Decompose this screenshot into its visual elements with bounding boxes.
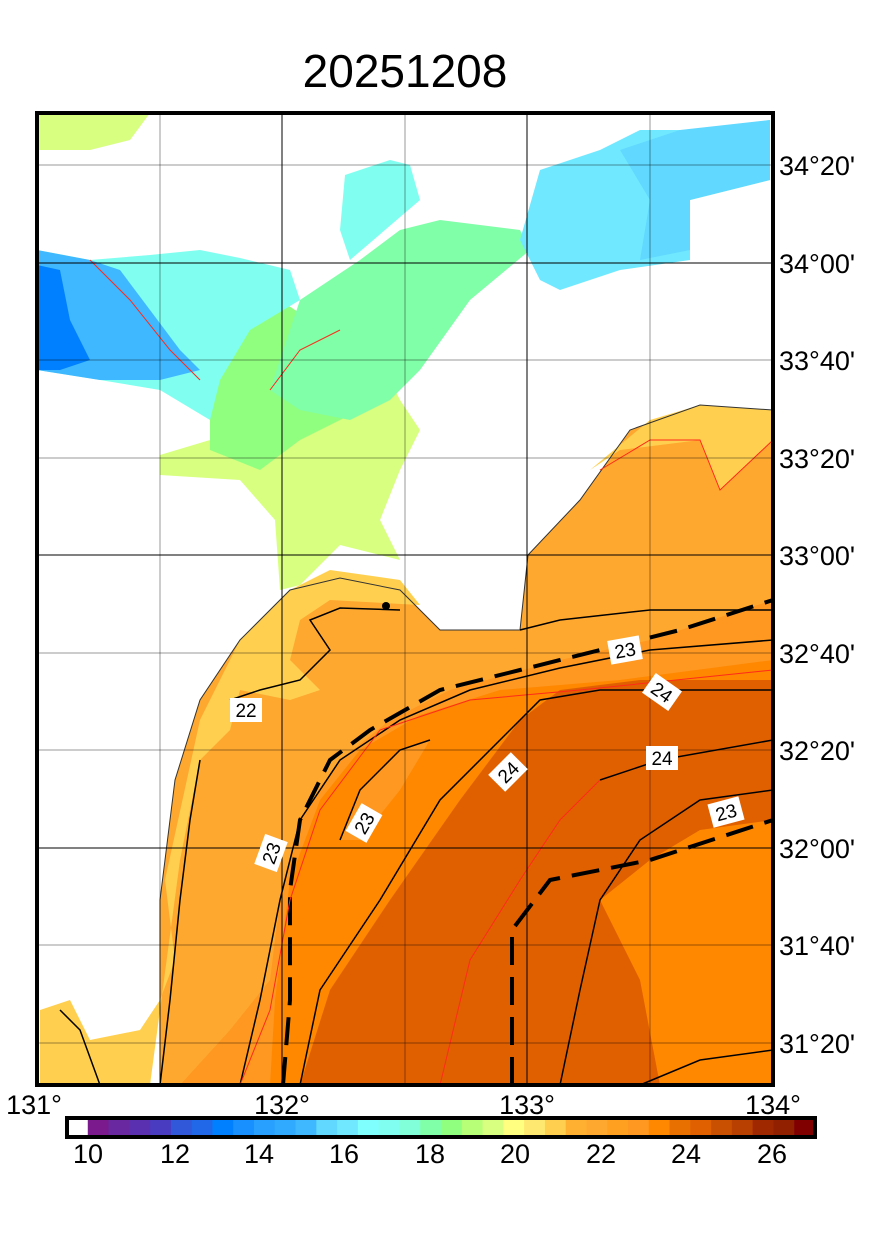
colorbar-swatch xyxy=(773,1118,795,1137)
colorbar-swatch xyxy=(669,1118,691,1137)
contours-minor xyxy=(89,259,774,1086)
colorbar xyxy=(65,1116,817,1139)
colorbar-swatch xyxy=(794,1118,816,1137)
colorbar-swatch xyxy=(752,1118,774,1137)
lat-label: 34°00' xyxy=(779,249,855,279)
colorbar-swatch xyxy=(482,1118,504,1137)
sea-region-northwest xyxy=(37,113,150,150)
lat-label: 34°20' xyxy=(779,151,855,181)
lon-axis: 131° 132° 133° 134° xyxy=(6,1090,801,1120)
map-frame xyxy=(35,111,775,1087)
colorbar-swatch xyxy=(129,1118,151,1137)
colorbar-swatch xyxy=(212,1118,234,1137)
colorbar-swatch xyxy=(87,1118,110,1137)
sea-region-22 xyxy=(40,570,420,1085)
lat-axis: 34°20' 34°00' 33°40' 33°20' 33°00' 32°40… xyxy=(779,151,855,1059)
colorbar-tick: 16 xyxy=(329,1139,359,1169)
colorbar-swatch xyxy=(607,1118,629,1137)
sea-region-blue-ne xyxy=(620,120,770,260)
colorbar-swatch xyxy=(420,1118,442,1137)
lat-label: 33°00' xyxy=(779,541,855,571)
map-title: 20251208 xyxy=(302,45,508,97)
coastline xyxy=(159,404,774,1085)
colorbar-swatch xyxy=(191,1118,213,1137)
colorbar-tick: 18 xyxy=(415,1139,445,1169)
colorbar-swatch xyxy=(233,1118,255,1137)
colorbar-tick: 12 xyxy=(160,1139,190,1169)
lon-label: 131° xyxy=(6,1090,62,1120)
colorbar-tick: 14 xyxy=(244,1139,274,1169)
colorbar-swatch xyxy=(586,1118,608,1137)
colorbar-swatch xyxy=(295,1118,317,1137)
station-marker xyxy=(382,602,390,610)
colorbar-swatch xyxy=(67,1118,89,1137)
colorbar-tick: 22 xyxy=(586,1139,616,1169)
colorbar-swatch xyxy=(170,1118,193,1137)
contour-label: 22 xyxy=(235,701,256,722)
colorbar-swatch xyxy=(648,1118,671,1137)
contour-label: 23 xyxy=(613,639,637,663)
graticule xyxy=(37,113,773,1085)
lon-label: 132° xyxy=(254,1090,310,1120)
colorbar-swatch xyxy=(150,1118,172,1137)
lat-label: 33°40' xyxy=(779,346,855,376)
colorbar-swatch xyxy=(731,1118,754,1137)
colorbar-swatch xyxy=(711,1118,733,1137)
colorbar-swatch xyxy=(378,1118,400,1137)
colorbar-swatch xyxy=(628,1118,650,1137)
colorbar-ticks: 10 12 14 16 18 20 22 24 26 xyxy=(73,1139,787,1169)
map-area: 22 23 23 23 24 24 24 23 xyxy=(35,111,775,1087)
lat-label: 32°20' xyxy=(779,736,855,766)
sea-region-suo-deep xyxy=(37,265,90,370)
colorbar-tick: 10 xyxy=(73,1139,103,1169)
colorbar-swatch xyxy=(274,1118,297,1137)
contour-label: 24 xyxy=(651,749,673,770)
colorbar-swatch xyxy=(399,1118,421,1137)
colorbar-swatch xyxy=(565,1118,587,1137)
sea-region-iyo xyxy=(270,220,530,420)
lat-label: 32°00' xyxy=(779,834,855,864)
colorbar-tick: 26 xyxy=(757,1139,787,1169)
sea-region-east-warm xyxy=(600,820,773,1085)
lat-label: 31°20' xyxy=(779,1029,855,1059)
colorbar-swatch xyxy=(524,1118,546,1137)
lon-label: 134° xyxy=(745,1090,801,1120)
sea-region-cyan-north xyxy=(340,160,420,260)
colorbar-swatch xyxy=(441,1118,463,1137)
lon-label: 133° xyxy=(499,1090,555,1120)
sea-region-north-orange xyxy=(590,405,773,490)
colorbar-swatch xyxy=(461,1118,484,1137)
colorbar-swatch xyxy=(544,1118,567,1137)
colorbar-swatch xyxy=(316,1118,338,1137)
colorbar-swatch xyxy=(254,1118,276,1137)
colorbar-swatch xyxy=(503,1118,525,1137)
colorbar-swatch xyxy=(337,1118,359,1137)
lat-label: 32°40' xyxy=(779,639,855,669)
lat-label: 31°40' xyxy=(779,931,855,961)
colorbar-swatch xyxy=(357,1118,380,1137)
colorbar-tick: 24 xyxy=(671,1139,701,1169)
lat-label: 33°20' xyxy=(779,444,855,474)
colorbar-tick: 20 xyxy=(500,1139,530,1169)
colorbar-swatch xyxy=(108,1118,130,1137)
colorbar-frame xyxy=(65,1116,817,1139)
colorbar-swatch xyxy=(690,1118,712,1137)
